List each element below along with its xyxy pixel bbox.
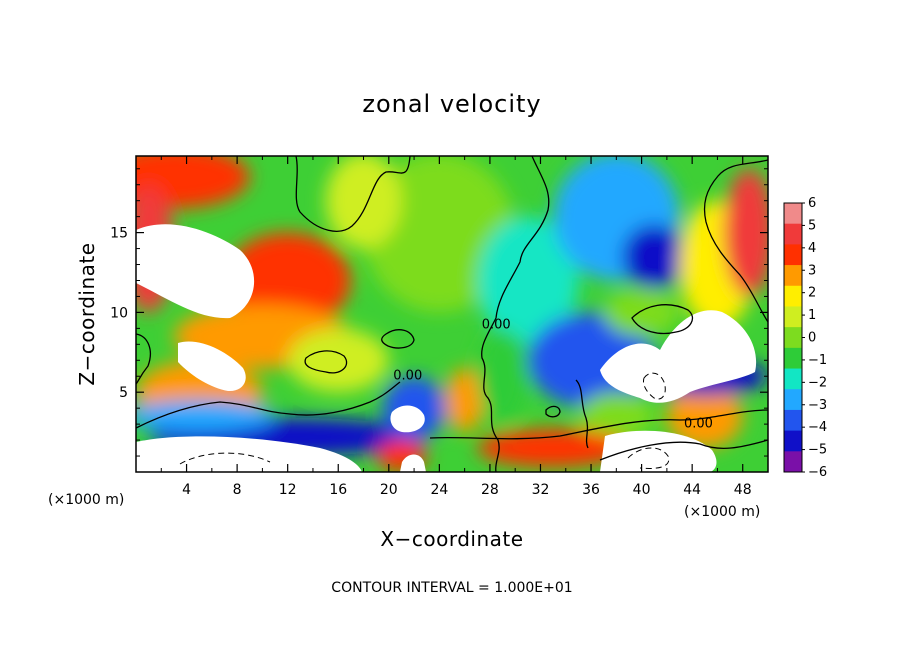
contour-line-right-loop xyxy=(631,304,693,335)
field-region-0 xyxy=(136,156,250,209)
colorbar-tick-label: 5 xyxy=(808,218,816,233)
dashed-contour-right xyxy=(643,372,666,400)
x-tick-label: 20 xyxy=(380,482,398,498)
dashed-contour-bottom-left xyxy=(179,452,271,465)
field-region-7 xyxy=(477,216,579,345)
x-tick-label: 4 xyxy=(182,482,191,498)
contour-line-bottom-left xyxy=(136,381,401,429)
contour-line-small-loop-a xyxy=(381,329,415,349)
colorbar-segment xyxy=(784,265,802,287)
colorbar-tick-label: −1 xyxy=(808,353,827,368)
x-tick-label: 24 xyxy=(430,482,448,498)
field-region-21 xyxy=(445,368,484,433)
colorbar-segment xyxy=(784,347,802,370)
contour-line-mid-lower xyxy=(575,379,589,449)
colorbar-tick-label: 1 xyxy=(808,308,816,323)
field-region-5 xyxy=(363,156,516,313)
contour-value-label: 0.00 xyxy=(684,416,713,431)
contour-lines xyxy=(136,156,768,472)
contour-line-upper-green xyxy=(295,156,411,232)
masked-region-bottom-left xyxy=(136,436,362,472)
x-unit-label-left: (×1000 m) xyxy=(48,492,124,508)
colorbar-tick-label: 6 xyxy=(808,196,816,211)
field-region-9 xyxy=(622,224,686,289)
x-tick-label: 48 xyxy=(734,482,752,498)
field-region-18 xyxy=(666,384,743,449)
x-tick-label: 32 xyxy=(532,482,550,498)
contour-lines-negative xyxy=(179,372,670,469)
x-unit-label-right: (×1000 m) xyxy=(684,504,760,520)
colorbar-tick-label: 0 xyxy=(808,331,816,346)
colorbar-tick-label: −5 xyxy=(808,443,827,458)
masked-region-upper-left xyxy=(136,224,255,319)
masked-region-bottom-right xyxy=(600,430,717,472)
field-region-11 xyxy=(723,168,768,297)
contour-line-left-edge xyxy=(136,333,151,385)
colorbar-tick-label: −3 xyxy=(808,398,827,413)
y-tick-label: 15 xyxy=(110,226,128,242)
chart-title: zonal velocity xyxy=(362,90,541,118)
colorbar: 6 5 4 3 2 1 0 −1 −2 −3 −4 −5 −6 xyxy=(783,196,827,480)
colorbar-segment xyxy=(784,389,802,411)
colorbar-tick-label: 4 xyxy=(808,241,816,256)
colorbar-segment xyxy=(784,306,802,328)
contour-line-bottom-right xyxy=(599,439,768,461)
colorbar-segment xyxy=(784,285,802,307)
colorbar-tick-label: −4 xyxy=(808,420,827,435)
dashed-contour-bottom-right xyxy=(627,447,670,469)
x-tick-label: 36 xyxy=(582,482,600,498)
colorbar-segment xyxy=(784,244,802,266)
contour-line-center-divide xyxy=(481,156,550,472)
contour-value-label: 0.00 xyxy=(482,317,511,332)
contour-line-small-loop-c xyxy=(545,405,561,418)
colorbar-segment xyxy=(784,430,802,452)
y-tick-label: 5 xyxy=(119,385,128,401)
x-tick-label: 44 xyxy=(683,482,701,498)
x-axis-title: X−coordinate xyxy=(380,527,523,551)
y-tick-label: 10 xyxy=(110,305,128,321)
x-tick-label: 40 xyxy=(633,482,651,498)
masked-region-right xyxy=(600,310,757,403)
field-region-23 xyxy=(603,288,680,337)
colorbar-tick-label: 3 xyxy=(808,263,816,278)
contour-interval-note: CONTOUR INTERVAL = 1.000E+01 xyxy=(331,580,572,596)
field-region-22 xyxy=(287,328,389,393)
field-region-2 xyxy=(224,232,351,329)
contour-value-label: 0.00 xyxy=(393,368,422,383)
x-axis: 4 8 12 16 20 24 28 32 36 40 44 48 xyxy=(160,156,752,498)
colorbar-segment xyxy=(784,203,802,225)
y-axis-title: Z−coordinate xyxy=(75,242,99,385)
colorbar-tick-label: −2 xyxy=(808,375,827,390)
contour-labels: 0.00 0.00 0.00 xyxy=(393,317,713,431)
contour-line-small-loop-b xyxy=(304,350,348,374)
x-tick-label: 28 xyxy=(481,482,499,498)
masked-regions xyxy=(136,224,757,472)
plot-frame xyxy=(135,155,769,473)
colorbar-tick-label: 2 xyxy=(808,286,816,301)
field-region-24 xyxy=(477,328,528,425)
contour-line-right-upper xyxy=(703,159,768,323)
masked-region-small-center xyxy=(390,405,425,433)
x-tick-label: 8 xyxy=(233,482,242,498)
field-region-6 xyxy=(325,156,402,249)
y-axis: 5 10 15 xyxy=(110,168,768,457)
colorbar-tick-label: −6 xyxy=(808,465,827,480)
contour-line-lower-right xyxy=(429,409,768,440)
x-tick-label: 16 xyxy=(329,482,347,498)
masked-region-bottom-small xyxy=(400,454,426,472)
x-tick-label: 12 xyxy=(279,482,297,498)
masked-region-mid-left xyxy=(178,341,246,392)
field-region-15 xyxy=(136,400,276,433)
colorbar-segment xyxy=(784,409,802,432)
colorbar-segment xyxy=(784,327,802,349)
colorbar-segment xyxy=(784,368,802,390)
plot-area: 0.00 0.00 0.00 xyxy=(136,156,768,472)
colorbar-segment xyxy=(784,451,802,473)
colorbar-segment xyxy=(784,223,802,245)
